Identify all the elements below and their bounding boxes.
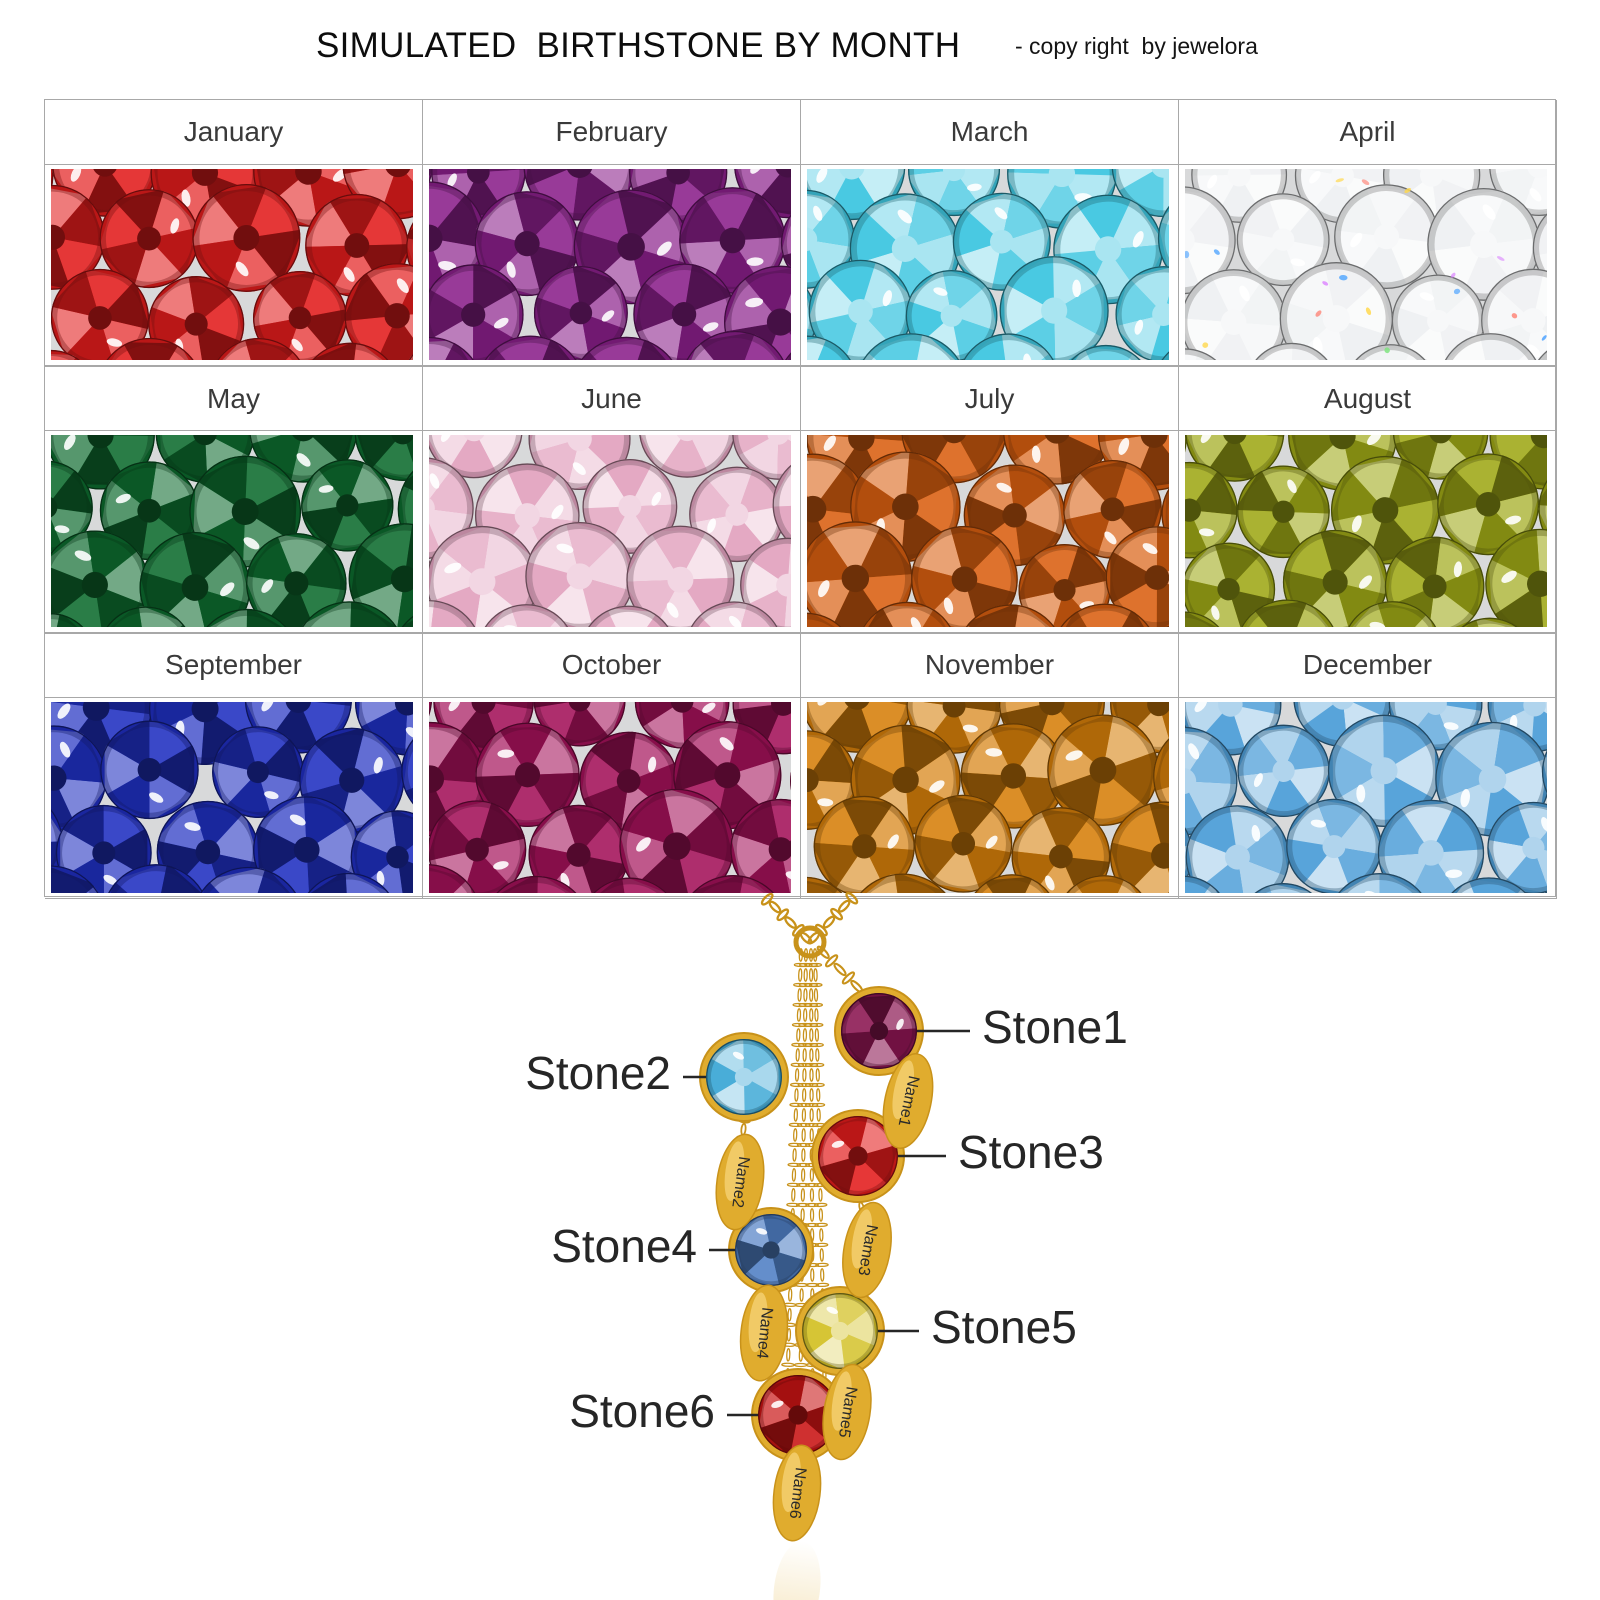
svg-text:Stone1: Stone1 <box>982 1001 1128 1053</box>
svg-text:Stone3: Stone3 <box>958 1126 1104 1178</box>
svg-text:Stone2: Stone2 <box>525 1047 671 1099</box>
svg-text:Stone4: Stone4 <box>551 1220 697 1272</box>
svg-text:Stone5: Stone5 <box>931 1301 1077 1353</box>
svg-text:Stone6: Stone6 <box>569 1385 715 1437</box>
